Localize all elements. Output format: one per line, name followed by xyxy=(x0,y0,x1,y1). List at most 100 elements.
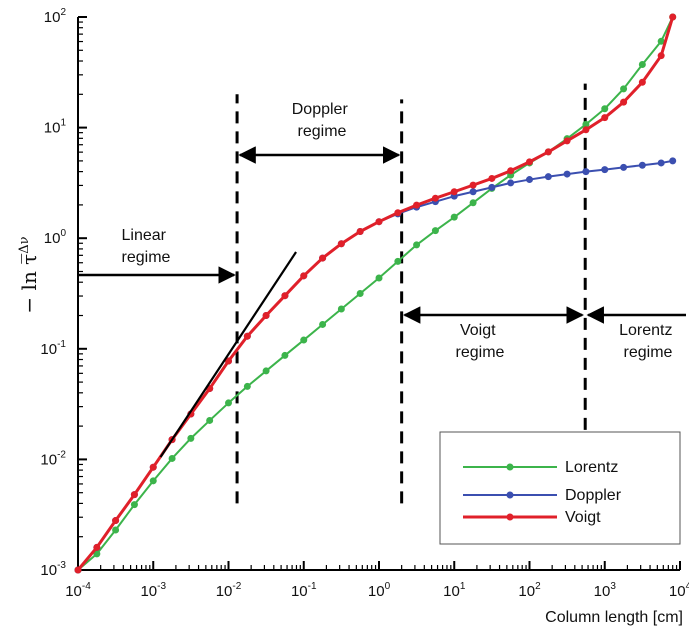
data-point-voigt xyxy=(337,240,345,248)
y-axis-label-main: − ln τ̅ xyxy=(17,254,41,314)
data-point-voigt xyxy=(149,463,157,471)
data-point-voigt xyxy=(281,292,289,300)
data-point-voigt xyxy=(300,272,308,280)
data-point-lorentz xyxy=(225,399,232,407)
x-tick-label: 102 xyxy=(518,581,541,600)
data-point-lorentz xyxy=(262,367,270,375)
data-point-doppler xyxy=(526,176,533,184)
data-point-doppler xyxy=(669,157,677,165)
data-point-voigt xyxy=(638,78,646,86)
y-tick-label: 10-2 xyxy=(40,449,66,468)
x-tick-label: 10-3 xyxy=(140,581,166,600)
data-point-lorentz xyxy=(149,477,157,485)
legend: Lorentz Doppler Voigt xyxy=(439,431,681,545)
data-point-doppler xyxy=(507,179,515,187)
data-point-lorentz xyxy=(93,550,101,558)
data-point-voigt xyxy=(225,357,232,365)
voigt-regime-line-1: Voigt xyxy=(460,322,496,339)
legend-marker-lorentz xyxy=(506,463,514,471)
y-tick-label: 10-1 xyxy=(40,339,66,358)
data-point-lorentz xyxy=(450,213,458,221)
legend-item-doppler: Doppler xyxy=(463,487,622,504)
data-point-lorentz xyxy=(300,336,308,344)
data-point-lorentz xyxy=(206,416,214,424)
data-point-voigt xyxy=(319,254,327,262)
data-point-lorentz xyxy=(130,501,138,509)
data-point-voigt xyxy=(112,517,120,525)
data-point-doppler xyxy=(488,183,496,191)
legend-label-voigt: Voigt xyxy=(565,509,601,526)
linear-asymptote-line xyxy=(159,251,297,458)
data-point-doppler xyxy=(620,163,628,171)
lorentz-regime-label: Lorentz regime xyxy=(619,322,677,361)
data-point-lorentz xyxy=(187,434,195,442)
y-tick-label: 101 xyxy=(44,118,67,137)
data-point-lorentz xyxy=(337,305,345,313)
data-point-voigt xyxy=(431,194,439,202)
y-tick-label: 102 xyxy=(44,7,67,26)
data-point-voigt xyxy=(507,167,515,175)
data-point-voigt xyxy=(544,148,552,156)
svg-text:− ln τ̅Δν: − ln τ̅Δν xyxy=(17,236,41,313)
data-point-voigt xyxy=(130,491,138,499)
data-point-lorentz xyxy=(431,227,439,235)
data-point-lorentz xyxy=(356,290,364,298)
data-point-voigt xyxy=(93,543,101,551)
x-tick-label: 104 xyxy=(669,581,689,600)
legend-label-doppler: Doppler xyxy=(565,487,622,504)
legend-item-lorentz: Lorentz xyxy=(463,459,618,476)
data-point-voigt xyxy=(526,158,533,166)
data-point-voigt xyxy=(243,332,251,340)
linear-regime-line-2: regime xyxy=(122,249,171,266)
voigt-regime-line-2: regime xyxy=(456,344,505,361)
data-point-voigt xyxy=(74,566,82,574)
voigt-regime-label: Voigt regime xyxy=(456,322,505,361)
data-point-lorentz xyxy=(281,351,289,359)
data-point-voigt xyxy=(488,174,496,182)
legend-item-voigt: Voigt xyxy=(463,509,601,526)
y-tick-label: 10-3 xyxy=(40,560,66,579)
x-tick-label: 101 xyxy=(443,581,466,600)
x-tick-label: 10-1 xyxy=(291,581,317,600)
lorentz-regime-line-2: regime xyxy=(624,344,673,361)
data-point-voigt xyxy=(620,98,628,106)
lorentz-regime-line-1: Lorentz xyxy=(619,322,672,339)
data-point-lorentz xyxy=(469,199,477,207)
data-point-lorentz xyxy=(319,320,327,328)
data-point-lorentz xyxy=(601,105,609,113)
data-point-voigt xyxy=(563,137,571,145)
doppler-regime-line-1: Doppler xyxy=(292,101,349,118)
x-axis-label: Column length [cm] xyxy=(545,609,683,626)
y-axis-label-superscript: Δν xyxy=(17,236,32,253)
data-point-lorentz xyxy=(582,120,590,128)
data-point-lorentz xyxy=(413,241,421,249)
y-axis-label: − ln τ̅Δν xyxy=(17,236,41,313)
x-tick-label: 100 xyxy=(368,581,391,600)
data-point-voigt xyxy=(356,227,364,235)
data-point-doppler xyxy=(563,170,571,178)
data-point-voigt xyxy=(669,13,677,21)
data-point-voigt xyxy=(375,218,383,226)
data-point-voigt xyxy=(469,181,477,189)
data-point-voigt xyxy=(262,312,270,320)
linear-regime-line-1: Linear xyxy=(122,227,167,244)
data-point-lorentz xyxy=(375,274,383,282)
data-point-voigt xyxy=(601,114,609,122)
legend-marker-voigt xyxy=(506,513,514,521)
x-tick-label: 10-4 xyxy=(65,581,91,600)
data-point-doppler xyxy=(657,159,665,167)
data-point-doppler xyxy=(544,173,552,181)
data-point-doppler xyxy=(582,168,590,176)
data-point-doppler xyxy=(601,166,609,174)
data-point-voigt xyxy=(450,188,458,196)
doppler-regime-line-2: regime xyxy=(298,123,347,140)
data-point-lorentz xyxy=(657,37,665,45)
data-point-lorentz xyxy=(620,85,628,93)
legend-box xyxy=(439,431,681,545)
data-point-lorentz xyxy=(394,257,402,265)
x-tick-label: 10-2 xyxy=(216,581,242,600)
data-point-voigt xyxy=(394,209,402,217)
axes-layer: 10-4 10-3 10-2 10-1 100 101 102 103 104 10-3 10-2 1… xyxy=(40,7,689,600)
data-point-doppler xyxy=(469,188,477,196)
legend-label-lorentz: Lorentz xyxy=(565,459,618,476)
